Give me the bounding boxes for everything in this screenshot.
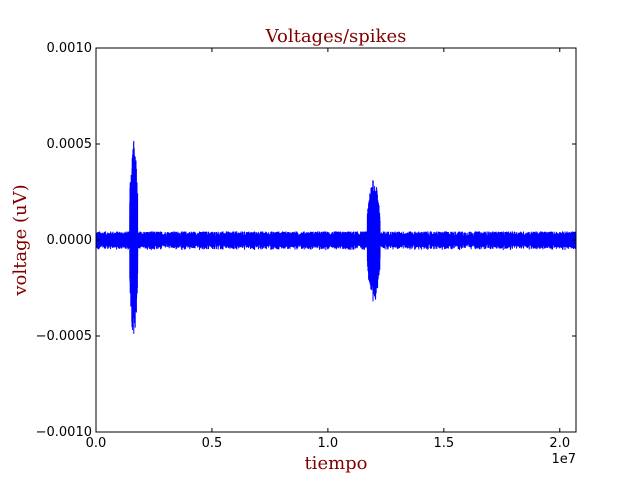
x-axis-label: tiempo — [304, 453, 367, 474]
series-line-0 — [96, 140, 576, 334]
y-tick-label: −0.0005 — [36, 329, 92, 344]
y-tick-label: 0.0005 — [47, 137, 93, 152]
x-tick-label: 0.0 — [86, 436, 107, 451]
y-axis-label: voltage (uV) — [10, 184, 31, 296]
x-tick-label: 1.0 — [318, 436, 339, 451]
y-tick-label: 0.0010 — [47, 41, 93, 56]
x-tick-label: 1.5 — [433, 436, 454, 451]
x-axis: 0.0 0.5 1.0 1.5 2.0 — [86, 48, 570, 451]
y-axis: −0.0010 −0.0005 0.0000 0.0005 0.0010 — [36, 41, 576, 440]
y-tick-label: 0.0000 — [47, 233, 93, 248]
series-line-group — [96, 140, 576, 334]
x-tick-label: 2.0 — [549, 436, 570, 451]
x-axis-offset-label: 1e7 — [551, 452, 576, 467]
x-tick-label: 0.5 — [202, 436, 223, 451]
chart-title: Voltages/spikes — [265, 26, 407, 47]
y-tick-label: −0.0010 — [36, 425, 92, 440]
